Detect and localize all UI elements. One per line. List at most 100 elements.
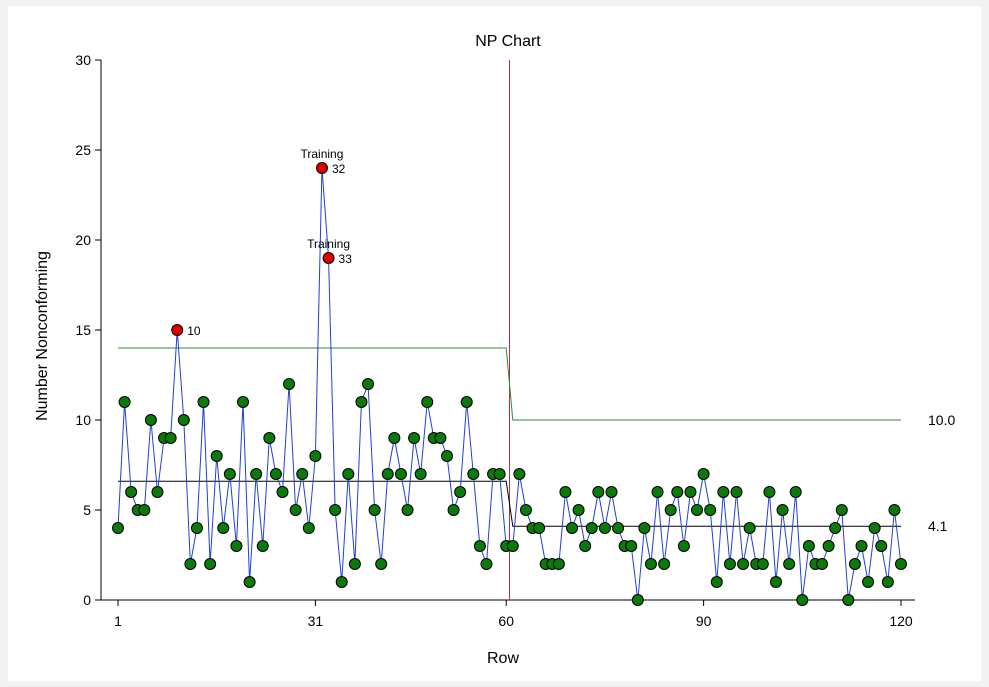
data-point [519, 504, 532, 516]
data-point [138, 504, 151, 516]
data-point [335, 576, 348, 588]
data-point [250, 468, 263, 480]
data-point [197, 396, 210, 408]
data-point [783, 558, 796, 570]
data-point [342, 468, 355, 480]
data-point [177, 414, 190, 426]
data-point [151, 486, 164, 498]
data-point [737, 558, 750, 570]
chart-panel: NP Chart Row Number Nonconforming 0 5 10 15… [8, 6, 981, 681]
data-point [644, 558, 657, 570]
center-line [118, 480, 901, 527]
data-point [276, 486, 289, 498]
data-point [329, 504, 342, 516]
data-point [440, 450, 453, 462]
data-point [454, 486, 467, 498]
data-point [816, 558, 829, 570]
data-point [598, 522, 611, 534]
limit-label: 4.1 [928, 518, 948, 534]
data-point [434, 432, 447, 444]
data-point [881, 576, 894, 588]
data-point [421, 396, 434, 408]
data-point [256, 540, 269, 552]
data-point [118, 396, 131, 408]
x-tick-label: 120 [889, 613, 913, 629]
data-point [480, 558, 493, 570]
data-point [579, 540, 592, 552]
data-point [394, 468, 407, 480]
data-point [513, 468, 526, 480]
data-point [493, 468, 506, 480]
data-point [625, 540, 638, 552]
data-point [875, 540, 888, 552]
data-point [552, 558, 565, 570]
data-point [296, 468, 309, 480]
data-point [585, 522, 598, 534]
data-point [144, 414, 157, 426]
out-of-control-point [171, 324, 184, 336]
x-tick-label: 1 [114, 613, 122, 629]
data-point [401, 504, 414, 516]
y-tick-label: 10 [75, 412, 91, 428]
x-tick-label: 31 [308, 613, 324, 629]
y-tick-label: 5 [83, 502, 91, 518]
data-point [671, 486, 684, 498]
data-point [631, 594, 644, 606]
y-tick-label: 30 [75, 52, 91, 68]
data-point [348, 558, 361, 570]
data-point [743, 522, 756, 534]
data-point [664, 504, 677, 516]
data-point [362, 378, 375, 390]
data-point [802, 540, 815, 552]
data-point [230, 540, 243, 552]
data-point [612, 522, 625, 534]
data-point [717, 486, 730, 498]
data-point [283, 378, 296, 390]
data-point [691, 504, 704, 516]
data-point [223, 468, 236, 480]
out-of-control-point [315, 162, 328, 174]
data-point [796, 594, 809, 606]
chart-title: NP Chart [475, 33, 541, 50]
data-point [408, 432, 421, 444]
data-point [704, 504, 717, 516]
data-point [723, 558, 736, 570]
data-point [125, 486, 138, 498]
y-axis-title: Number Nonconforming [34, 251, 51, 421]
data-point [473, 540, 486, 552]
data-point [184, 558, 197, 570]
data-point [789, 486, 802, 498]
data-point [355, 396, 368, 408]
data-point [309, 450, 322, 462]
data-point [263, 432, 276, 444]
data-point [388, 432, 401, 444]
data-point [566, 522, 579, 534]
data-point [835, 504, 848, 516]
data-point [243, 576, 256, 588]
data-point [269, 468, 282, 480]
y-tick-label: 20 [75, 232, 91, 248]
data-point [164, 432, 177, 444]
data-point [855, 540, 868, 552]
data-point [467, 468, 480, 480]
data-point [381, 468, 394, 480]
data-point [848, 558, 861, 570]
data-point [506, 540, 519, 552]
y-tick-label: 25 [75, 142, 91, 158]
data-point [375, 558, 388, 570]
data-point [559, 486, 572, 498]
data-point [710, 576, 723, 588]
data-point [862, 576, 875, 588]
data-point [460, 396, 473, 408]
data-point [868, 522, 881, 534]
point-note: Training [307, 237, 350, 251]
data-point [368, 504, 381, 516]
data-point [210, 450, 223, 462]
data-point [237, 396, 250, 408]
x-tick-label: 60 [498, 613, 514, 629]
point-label: 32 [332, 162, 346, 176]
data-point [730, 486, 743, 498]
data-point [217, 522, 230, 534]
out-of-control-point [322, 252, 335, 264]
